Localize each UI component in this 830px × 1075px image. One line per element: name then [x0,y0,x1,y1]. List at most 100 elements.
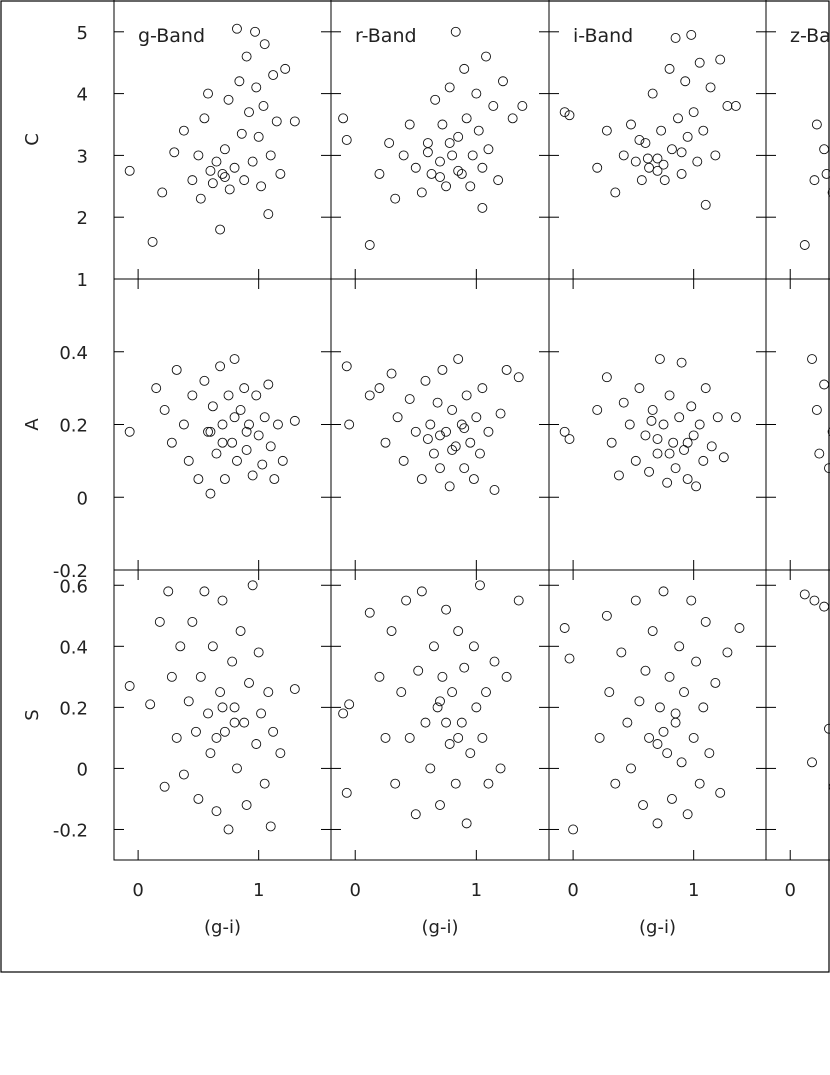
data-point [682,809,693,820]
data-point [253,647,264,658]
data-point [501,671,512,682]
data-point [224,184,235,195]
data-point [630,595,641,606]
data-point [667,793,677,804]
data-point [559,426,570,437]
data-point [341,787,352,798]
data-point [811,405,822,415]
data-point [691,656,702,667]
data-point [386,626,397,637]
data-point [239,383,250,394]
data-point [819,144,830,155]
data-point [151,383,162,394]
data-point [435,172,445,182]
data-point [250,26,261,37]
data-point [229,162,240,173]
data-point [667,144,677,155]
data-point [618,150,629,161]
data-point [390,193,401,204]
data-point [344,419,355,430]
data-point [676,757,687,768]
data-point [205,165,216,176]
data-point [268,70,279,81]
data-point [203,88,213,99]
data-point [241,800,252,811]
data-point [259,778,270,789]
data-point [435,430,445,441]
data-point [263,209,274,220]
data-point [232,455,242,466]
data-point [654,702,665,713]
data-point [481,687,491,698]
data-point [166,437,177,448]
data-point [682,474,693,485]
data-point [715,54,726,65]
data-point [465,748,476,759]
data-point [398,150,409,161]
data-point [441,717,452,728]
data-point [251,739,262,749]
data-point [652,818,663,829]
data-point [559,623,570,633]
data-point [215,361,226,372]
data-point [564,434,575,444]
data-point [157,187,168,198]
data-point [606,437,617,448]
data-point [193,474,204,485]
y-axis-label-a: A [22,418,43,431]
data-point [447,150,458,161]
data-point [819,379,830,390]
data-point [658,419,669,430]
data-point [223,390,234,401]
data-point [219,726,230,737]
column-title-z-band: z-Band [790,25,830,47]
data-point [465,437,476,448]
y-tick-label: -0.2 [53,561,88,582]
data-point [662,748,673,759]
data-point [219,474,230,485]
data-point [239,175,250,186]
data-point [422,434,433,444]
data-point [430,94,441,105]
data-point [706,441,717,452]
x-tick-label: 1 [471,880,482,901]
data-point [265,821,276,832]
data-point [259,412,270,423]
data-point [341,134,352,145]
x-axis-label: (g-i) [422,917,459,938]
data-point [652,448,663,459]
data-point [483,144,494,155]
y-tick-label: 0 [77,759,88,780]
data-point [263,379,274,390]
data-point [145,699,156,710]
data-point [344,699,355,710]
data-point [710,677,721,688]
data-point [471,702,482,713]
data-point [652,165,663,176]
data-point [718,452,729,463]
data-point [217,168,228,179]
data-point [447,405,458,415]
data-point [211,448,222,459]
column-title-r-band: r-Band [355,25,417,47]
data-point [275,748,286,759]
data-point [652,153,663,164]
data-point [495,763,506,774]
data-point [483,426,494,437]
data-point [441,604,452,615]
data-point [256,708,267,719]
data-point [410,162,421,173]
data-point [235,405,246,415]
data-point [404,732,415,743]
data-point [223,824,234,835]
data-point [453,354,464,364]
data-point [241,445,252,455]
data-point [401,595,412,606]
data-point [124,426,135,437]
data-point [437,119,448,130]
data-point [437,364,448,375]
data-point [380,732,391,743]
data-point [223,94,234,105]
data-point [722,647,733,658]
data-point [187,390,198,401]
